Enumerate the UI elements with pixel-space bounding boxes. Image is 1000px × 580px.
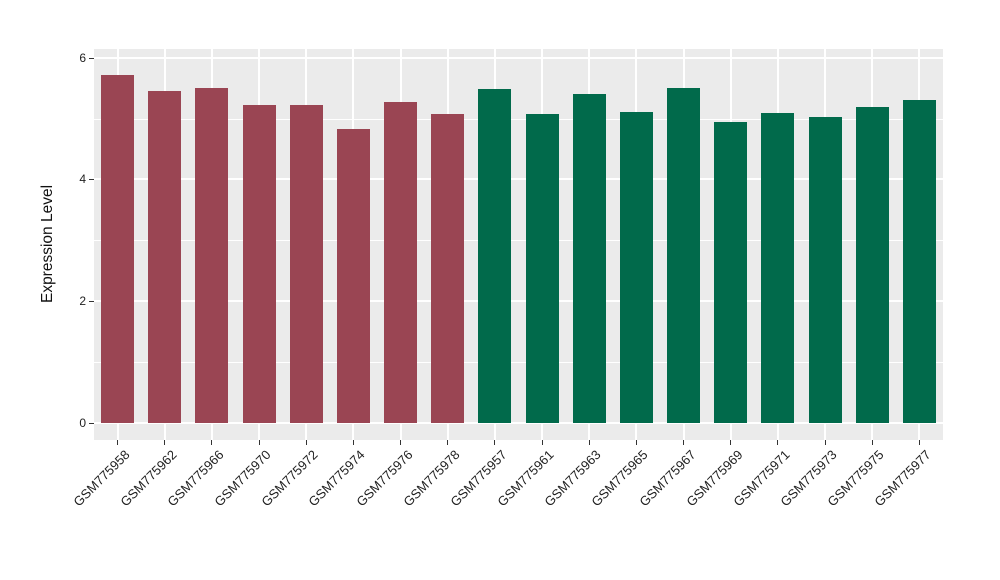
x-tick-mark — [871, 440, 873, 445]
x-tick-mark — [635, 440, 637, 445]
bar-GSM775978 — [431, 114, 465, 423]
y-tick-mark — [89, 422, 94, 424]
y-tick-mark — [89, 57, 94, 59]
bar-GSM775977 — [902, 100, 936, 423]
x-tick-mark — [164, 440, 166, 445]
x-tick-mark — [918, 440, 920, 445]
bar-GSM775958 — [101, 74, 135, 423]
x-tick-mark — [447, 440, 449, 445]
x-tick-mark — [211, 440, 213, 445]
bar-GSM775965 — [619, 111, 653, 423]
x-tick-mark — [117, 440, 119, 445]
plot-panel — [94, 49, 943, 440]
y-tick-mark — [89, 301, 94, 303]
x-tick-mark — [541, 440, 543, 445]
bar-GSM775967 — [667, 88, 701, 423]
x-tick-mark — [258, 440, 260, 445]
x-tick-mark — [588, 440, 590, 445]
y-tick-label: 6 — [79, 50, 86, 65]
x-tick-mark — [824, 440, 826, 445]
bar-GSM775970 — [242, 105, 276, 423]
y-tick-label: 2 — [79, 294, 86, 309]
bar-GSM775963 — [572, 93, 606, 423]
major-gridline — [94, 421, 943, 424]
y-tick-mark — [89, 179, 94, 181]
bar-GSM775962 — [148, 91, 182, 423]
bar-GSM775969 — [714, 122, 748, 423]
major-gridline — [94, 300, 943, 303]
major-gridline — [94, 56, 943, 59]
minor-gridline — [94, 118, 943, 120]
bar-GSM775961 — [525, 113, 559, 423]
x-tick-mark — [777, 440, 779, 445]
y-tick-label: 0 — [79, 415, 86, 430]
bar-GSM775957 — [478, 89, 512, 423]
x-tick-mark — [730, 440, 732, 445]
minor-gridline — [94, 361, 943, 363]
bar-GSM775974 — [336, 129, 370, 423]
x-tick-mark — [683, 440, 685, 445]
bar-GSM775976 — [384, 101, 418, 423]
x-tick-mark — [494, 440, 496, 445]
bar-GSM775973 — [808, 116, 842, 423]
major-gridline — [94, 178, 943, 181]
bar-GSM775972 — [289, 105, 323, 423]
y-tick-label: 4 — [79, 172, 86, 187]
x-tick-mark — [400, 440, 402, 445]
minor-gridline — [94, 240, 943, 242]
y-axis-title: Expression Level — [39, 184, 56, 304]
x-tick-mark — [352, 440, 354, 445]
bar-GSM775966 — [195, 87, 229, 423]
bar-GSM775971 — [761, 113, 795, 423]
bar-GSM775975 — [855, 106, 889, 423]
x-tick-mark — [305, 440, 307, 445]
